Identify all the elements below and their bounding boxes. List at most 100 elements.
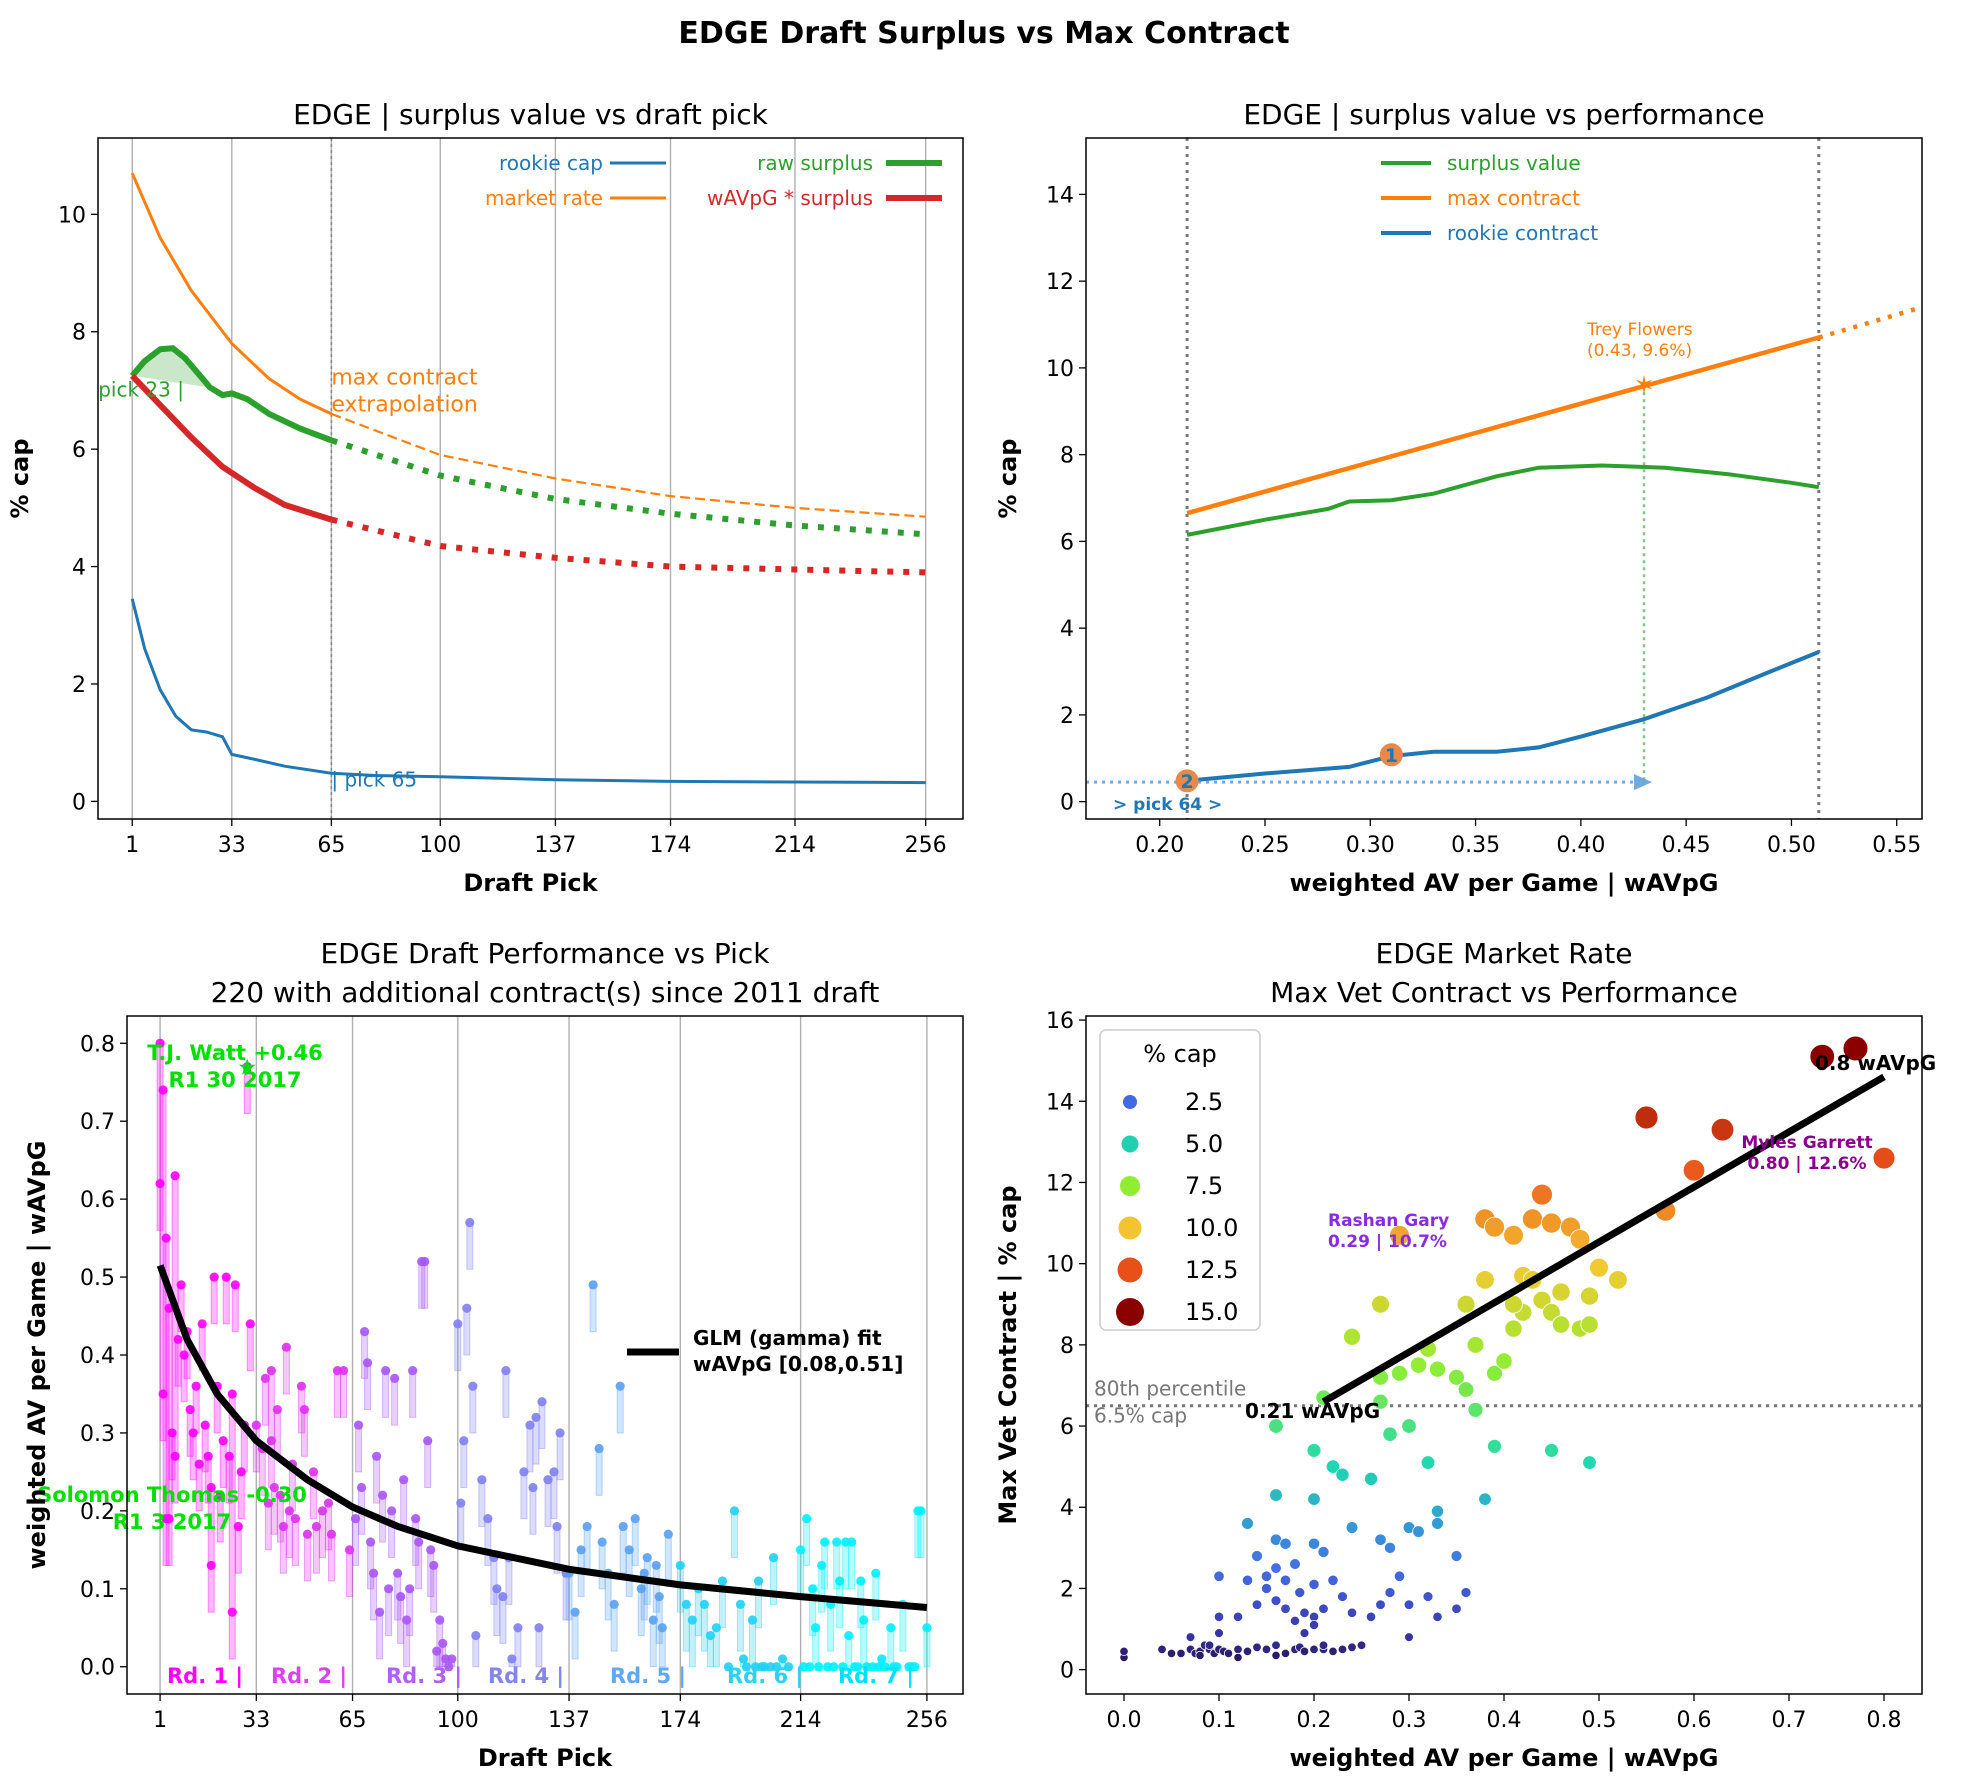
legend-label: raw surplus xyxy=(757,151,873,175)
contract-point xyxy=(1872,1146,1896,1170)
x-tick-label: 33 xyxy=(242,1708,270,1733)
contract-point xyxy=(1531,1183,1553,1206)
myles-garrett-label-line-0: Myles Garrett xyxy=(1741,1133,1872,1153)
legend-fit-label-line-0: GLM (gamma) fit xyxy=(693,1326,882,1350)
legend-box xyxy=(1099,1029,1261,1331)
contract-point xyxy=(1268,1418,1284,1434)
pick-range-bar xyxy=(189,1432,197,1481)
draft-pick-point xyxy=(161,1514,171,1524)
draft-pick-point xyxy=(892,1662,902,1672)
raw-surplus-extrapolation-line xyxy=(330,437,926,538)
pick-range-bar xyxy=(589,1284,597,1333)
draft-pick-point xyxy=(651,1560,661,1571)
draft-pick-point xyxy=(155,1178,165,1189)
draft-pick-point xyxy=(753,1576,764,1586)
draft-pick-point xyxy=(609,1599,619,1609)
contract-point xyxy=(1307,1537,1321,1550)
contract-point xyxy=(1431,1517,1444,1530)
draft-pick-point xyxy=(723,1662,734,1672)
draft-pick-point xyxy=(552,1521,562,1532)
surplus-value-line xyxy=(1186,463,1820,537)
legend-label: market rate xyxy=(485,186,603,210)
draft-pick-point xyxy=(158,1389,168,1399)
pick-range-bar xyxy=(730,1510,738,1559)
trey-flowers-label-line-0: Trey Flowers xyxy=(1586,320,1693,340)
pick-range-bar xyxy=(797,1549,805,1598)
pick-range-bar xyxy=(463,1307,471,1356)
draft-pick-point xyxy=(275,1490,285,1500)
contract-point xyxy=(1294,1587,1306,1598)
rashan-gary-label-line-0: Rashan Gary xyxy=(1328,1211,1449,1231)
draft-pick-point xyxy=(636,1584,646,1594)
x-axis-label: Draft Pick xyxy=(478,1744,613,1772)
plot-frame xyxy=(97,137,964,820)
pick-range-bar xyxy=(382,1370,390,1418)
contract-point xyxy=(1544,1443,1559,1458)
draft-pick-point xyxy=(675,1560,685,1571)
pick-range-bar xyxy=(340,1370,348,1418)
pick-range-bar xyxy=(899,1603,907,1652)
draft-pick-point xyxy=(501,1365,511,1376)
contract-point xyxy=(1335,1467,1350,1482)
draft-pick-point xyxy=(299,1404,310,1415)
draft-pick-point xyxy=(771,1662,782,1672)
pick-range-bar xyxy=(400,1479,408,1527)
draft-pick-point xyxy=(296,1381,307,1391)
pick-range-bar xyxy=(391,1377,399,1426)
draft-pick-point xyxy=(741,1662,752,1672)
y-tick-label: 10 xyxy=(1046,357,1074,382)
contract-point xyxy=(1429,1360,1446,1378)
x-tick-label: 0.20 xyxy=(1135,833,1184,858)
legend-label: 15.0 xyxy=(1185,1298,1238,1326)
tj-watt-label-line-1: R1 30 2017 xyxy=(168,1068,301,1092)
contract-point xyxy=(1299,1628,1310,1638)
x-tick-label: 100 xyxy=(437,1708,479,1733)
contract-point xyxy=(1608,1270,1628,1290)
draft-pick-point xyxy=(323,1498,334,1508)
draft-pick-point xyxy=(639,1568,649,1578)
legend-label: surplus value xyxy=(1447,151,1581,175)
max-contract-extrapolation-annotation-line-1: extrapolation xyxy=(331,393,477,418)
pick-range-bar xyxy=(688,1619,696,1668)
pick-range-bar xyxy=(502,1370,510,1418)
contract-point xyxy=(1119,1646,1129,1657)
market-rate-line xyxy=(130,172,333,416)
contract-point xyxy=(1157,1644,1167,1655)
draft-pick-point xyxy=(817,1560,827,1571)
rashan-gary-label-line-1: 0.29 | 10.7% xyxy=(1328,1232,1447,1252)
contract-point xyxy=(1580,1315,1599,1334)
draft-pick-point xyxy=(402,1615,412,1625)
contract-point xyxy=(1682,1159,1706,1182)
y-tick-label: 10 xyxy=(1046,1253,1074,1278)
pick-range-bar xyxy=(466,1222,474,1270)
draft-pick-point xyxy=(717,1576,728,1586)
x-tick-label: 65 xyxy=(339,1708,367,1733)
contract-point xyxy=(1308,1578,1320,1590)
draft-pick-point xyxy=(209,1272,219,1282)
draft-pick-point xyxy=(173,1334,183,1345)
draft-pick-point xyxy=(648,1615,658,1625)
x-tick-label: 174 xyxy=(650,833,692,858)
draft-pick-point xyxy=(747,1615,758,1625)
tj-watt-marker: ★ xyxy=(237,1056,257,1081)
pick-range-bar xyxy=(649,1619,657,1668)
y-tick-label: 2 xyxy=(72,673,86,698)
draft-pick-point xyxy=(877,1654,887,1664)
x-tick-label: 137 xyxy=(534,833,576,858)
pick-range-bar xyxy=(544,1479,552,1527)
draft-pick-point xyxy=(811,1623,821,1633)
x-axis-label: Draft Pick xyxy=(463,869,598,897)
x-tick-label: 100 xyxy=(419,833,461,858)
raw-surplus-line xyxy=(129,345,333,444)
pick-range-bar xyxy=(631,1518,639,1566)
draft-pick-point xyxy=(477,1475,487,1485)
contract-point xyxy=(1280,1603,1291,1614)
draft-pick-point xyxy=(344,1545,355,1555)
draft-pick-point xyxy=(378,1490,388,1500)
pick-range-bar xyxy=(827,1603,835,1652)
draft-pick-point xyxy=(853,1662,863,1672)
draft-pick-point xyxy=(594,1443,604,1454)
